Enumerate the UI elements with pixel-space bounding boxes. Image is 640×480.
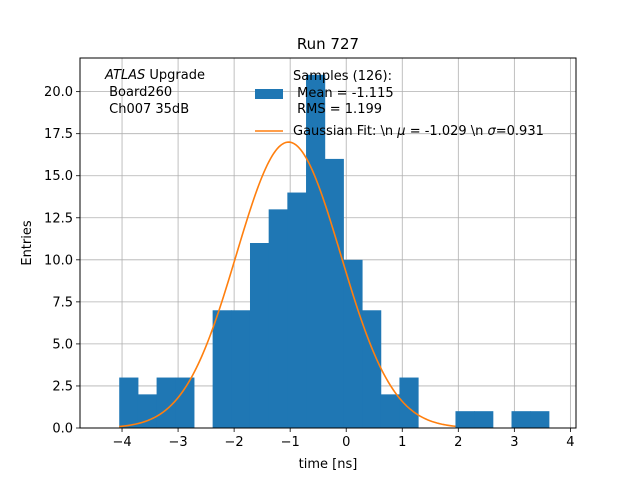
- y-axis-ticks: 0.0 2.5 5.0 7.5 10.0 12.5 15.0 17.5 20.0: [44, 85, 80, 437]
- y-tick-label-4: 10.0: [44, 253, 73, 268]
- legend: Samples (126): Mean = -1.115 RMS = 1.199…: [255, 69, 544, 139]
- legend-hist-line-1: Samples (126):: [293, 69, 392, 84]
- histogram-bar-18: [455, 411, 475, 428]
- y-axis-label: Entries: [20, 220, 35, 266]
- legend-hist-line-3: RMS = 1.199: [293, 102, 382, 117]
- histogram-bar-14: [380, 394, 400, 428]
- x-axis-label: time [ns]: [299, 457, 358, 472]
- x-tick-label-5: 1: [398, 435, 406, 450]
- histogram-bar-15: [399, 377, 419, 428]
- histogram-bar-8: [268, 209, 288, 428]
- legend-fit-part-1: Gaussian Fit: \n: [293, 124, 397, 139]
- histogram-bar-1: [137, 394, 158, 428]
- y-tick-label-3: 7.5: [52, 295, 73, 310]
- gaussian-fit-line: [119, 141, 456, 428]
- y-tick-label-1: 2.5: [52, 379, 73, 394]
- legend-fit-sigma: σ: [488, 124, 497, 139]
- histogram-bar-21: [511, 411, 531, 428]
- annotation-atlas: ATLAS: [104, 68, 145, 83]
- annotation-line-3: Ch007 35dB: [105, 102, 189, 117]
- histogram-bar-5: [212, 310, 232, 428]
- y-tick-label-5: 12.5: [44, 211, 73, 226]
- annotation-line-1: ATLAS Upgrade: [104, 68, 205, 83]
- y-tick-label-8: 20.0: [44, 85, 73, 100]
- x-tick-label-6: 2: [454, 435, 462, 450]
- x-tick-label-3: −1: [281, 435, 300, 450]
- annotation-upgrade: Upgrade: [145, 68, 205, 83]
- histogram-bar-12: [343, 259, 363, 428]
- y-tick-label-2: 5.0: [52, 337, 73, 352]
- x-tick-label-0: −4: [112, 435, 131, 450]
- y-tick-label-7: 17.5: [44, 127, 73, 142]
- histogram-bar-2: [156, 377, 176, 428]
- x-axis-ticks: −4 −3 −2 −1 0 1 2 3 4: [112, 428, 575, 450]
- gaussian-fit: [119, 141, 456, 428]
- plot-frame: [79, 57, 577, 429]
- histogram-bar-13: [362, 310, 382, 428]
- histogram-bar-7: [249, 243, 270, 428]
- histogram-bar-0: [119, 377, 139, 428]
- histogram-bar-10: [306, 74, 326, 429]
- histogram-bar-19: [474, 411, 494, 428]
- x-tick-label-4: 0: [342, 435, 350, 450]
- legend-fit-part-3: = -1.029 \n: [406, 124, 488, 139]
- legend-hist-line-2: Mean = -1.115: [293, 86, 394, 101]
- histogram-bar-3: [175, 377, 195, 428]
- legend-fit-label: Gaussian Fit: \n μ = -1.029 \n σ=0.931: [293, 124, 544, 139]
- legend-hist-swatch: [255, 89, 283, 99]
- histogram-bar-9: [287, 192, 307, 428]
- histogram-bar-6: [231, 310, 251, 428]
- x-tick-label-1: −3: [168, 435, 187, 450]
- atlas-annotation: ATLAS Upgrade Board260 Ch007 35dB: [104, 68, 205, 117]
- legend-fit-part-5: =0.931: [496, 124, 544, 139]
- x-tick-label-7: 3: [510, 435, 518, 450]
- histogram-bar-22: [530, 411, 550, 428]
- histogram-bar-11: [324, 158, 344, 428]
- x-tick-label-8: 4: [566, 435, 574, 450]
- legend-fit-mu: μ: [396, 124, 405, 139]
- x-tick-label-2: −2: [225, 435, 244, 450]
- annotation-line-2: Board260: [105, 85, 172, 100]
- chart-title: Run 727: [297, 35, 359, 53]
- y-tick-label-0: 0.0: [52, 422, 73, 437]
- y-tick-label-6: 15.0: [44, 169, 73, 184]
- histogram-bars: [119, 74, 550, 429]
